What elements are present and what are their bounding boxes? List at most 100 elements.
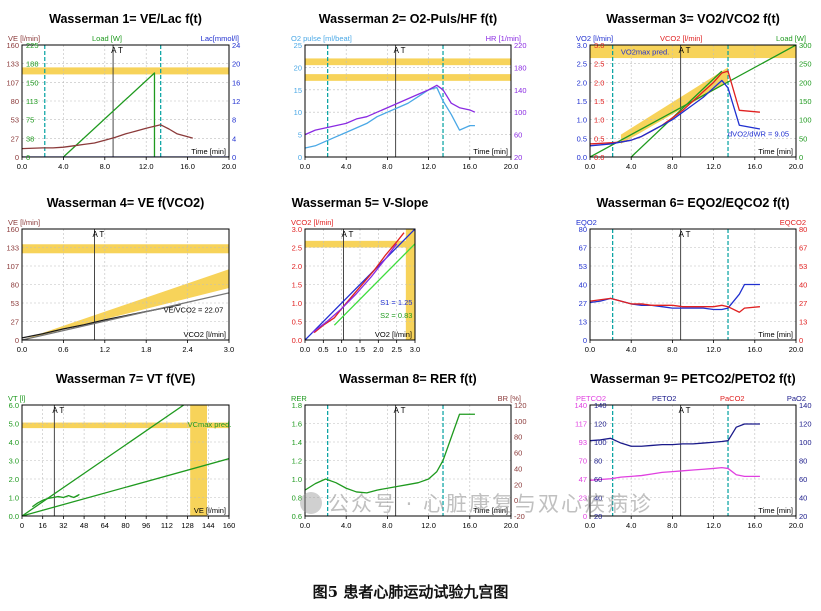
mid-tick-label: 3.0 [594,41,604,50]
panel-title: Wasserman 6= EQO2/EQCO2 f(t) [597,196,790,210]
x-tick-label: 12.0 [706,162,721,171]
left-tick-label: 1.5 [577,97,587,106]
x-tick-label: 32 [59,521,67,530]
right-tick-label: 4 [232,134,236,143]
left-tick-label: 133 [6,60,19,69]
left-tick-label: 53 [579,262,587,271]
x-tick-label: 4.0 [626,345,636,354]
right-tick-label: 12 [232,97,240,106]
left-tick-label: 40 [579,281,587,290]
x-tick-label: 20.0 [222,162,237,171]
left-axis-label: VE [l/min] [8,218,40,227]
plot-area [590,45,796,157]
left-tick-label: 53 [11,299,19,308]
right-axis-label: EQCO2 [780,218,806,227]
right-tick-label: 140 [799,401,812,410]
plot-area [305,229,415,340]
left-tick-label: 3.0 [9,457,19,466]
left-tick-label: 1.4 [292,438,302,447]
x-tick-label: 160 [223,521,236,530]
right-tick-label: 200 [799,78,812,87]
plot-frame [589,228,797,341]
x-tick-label: 96 [142,521,150,530]
at-label: A T [111,46,123,55]
left-tick-label: 2.0 [9,475,19,484]
left-tick-label: 0 [15,153,19,162]
x-tick-label: 3.0 [224,345,234,354]
panel-title: Wasserman 7= VT f(VE) [56,372,196,386]
x-tick-label: 20.0 [789,345,804,354]
left-axis-label: O2 pulse [ml/beat] [291,34,352,43]
x-tick-label: 2.4 [182,345,192,354]
left-tick-label: 47 [579,475,587,484]
right-tick-label: 40 [799,281,807,290]
plot-area [22,229,229,340]
left-tick-label: 0.0 [292,336,302,345]
right-tick-label: 220 [514,41,527,50]
left-tick-label: 10 [294,108,302,117]
x-tick-label: 0.5 [318,345,328,354]
right-axis-label: Load [W] [776,34,806,43]
mid-tick-label: 2.0 [594,78,604,87]
left-tick-label: 1.0 [292,299,302,308]
series-line-3 [311,243,398,334]
hband [22,244,229,254]
mid-axis-label: PETO2 [652,394,676,403]
x-tick-label: 0.0 [300,345,310,354]
x-tick-label: 112 [161,521,173,530]
right-tick-label: 13 [799,318,807,327]
plot-area [22,405,229,516]
right-tick-label: -20 [514,512,525,521]
wechat-logo-icon [300,492,322,514]
mid2-axis-label: PaCO2 [720,394,745,403]
x-tick-label: 1.8 [141,345,151,354]
at-label: A T [679,230,691,239]
left-tick-label: 13 [579,318,587,327]
panel-p1: Wasserman 1= VE/Lac f(t) VE [l/min] Load [… [6,12,240,171]
at-label: A T [679,46,691,55]
series-line-1 [22,292,229,340]
mid-tick-label: 0.5 [594,134,604,143]
left-tick-label: 1.8 [292,401,302,410]
mid-tick-label: 1.0 [594,116,604,125]
left-tick-label: 80 [11,281,19,290]
series-line-1 [305,84,476,136]
panel-p5: Wasserman 5= V-Slope VCO2 [l/min] A T S1 = … [291,196,428,354]
x-axis-title: Time [min] [473,506,508,515]
left-tick-label: 107 [6,78,19,87]
left-tick-label: 0.0 [9,512,19,521]
left-tick-label: 3.0 [292,225,302,234]
left-tick-label: 0.5 [292,318,302,327]
panel-title: Wasserman 1= VE/Lac f(t) [49,12,202,26]
plot-area [22,45,229,157]
at-label: A T [394,406,406,415]
right-axis-label: PaO2 [787,394,806,403]
x-tick-label: 20.0 [504,162,519,171]
right-tick-label: 53 [799,262,807,271]
panel-title: Wasserman 5= V-Slope [292,196,429,210]
right-tick-label: 20 [232,60,240,69]
x-tick-label: 144 [202,521,215,530]
panel-title: Wasserman 8= RER f(t) [339,372,476,386]
series-line-1 [22,124,193,150]
left-tick-label: 1.5 [292,281,302,290]
at-label: A T [52,406,64,415]
x-tick-label: 2.5 [391,345,401,354]
x-tick-label: 8.0 [100,162,110,171]
left-tick-label: 70 [579,457,587,466]
left-tick-label: 2.5 [292,244,302,253]
x-tick-label: 8.0 [382,162,392,171]
plot-area [590,405,796,516]
x-axis-title: Time [min] [191,147,226,156]
plot-frame [304,44,512,158]
left-tick-label: 2.0 [292,262,302,271]
series-line-1 [22,458,229,516]
plot-area [590,229,796,340]
mid-axis-label: Load [W] [92,34,122,43]
annotation-label: S2 = 0.83 [380,311,412,320]
right-tick-label: 50 [799,134,807,143]
annotation-label: VE/VCO2 = 22.07 [163,305,223,314]
hband [305,58,511,66]
right-tick-label: 0 [514,496,518,505]
right-tick-label: 20 [799,512,807,521]
